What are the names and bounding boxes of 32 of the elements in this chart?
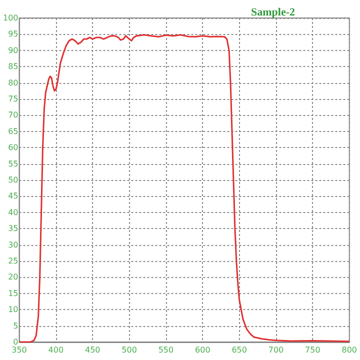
y-tick-label: 50 [8, 176, 18, 184]
x-tick-label: 600 [195, 346, 210, 354]
y-tick-label: 65 [8, 126, 18, 136]
y-tick-label: 30 [8, 240, 18, 250]
x-tick-label: 750 [305, 346, 320, 354]
chart-title: Sample-2 [251, 6, 296, 18]
x-tick-label: 350 [12, 346, 27, 354]
y-tick-label: 75 [8, 94, 18, 104]
x-tick-label: 650 [232, 346, 247, 354]
y-tick-label: 100 [2, 14, 18, 22]
y-tick-label: 80 [8, 78, 18, 88]
y-tick-label: 0 [13, 338, 18, 346]
x-tick-label: 400 [48, 346, 64, 354]
x-tick-label: 800 [342, 346, 358, 354]
x-tick-label: 500 [122, 346, 137, 354]
y-tick-label: 95 [8, 30, 18, 39]
y-tick-label: 10 [8, 305, 18, 314]
y-tick-label: 25 [8, 256, 18, 266]
x-tick-label: 550 [158, 346, 174, 354]
y-tick-label: 60 [8, 143, 18, 152]
y-tick-label: 90 [8, 46, 18, 55]
x-tick-label: 450 [84, 346, 100, 354]
y-tick-label: 45 [8, 192, 18, 201]
y-tick-label: 55 [8, 159, 18, 168]
y-tick-label: 35 [8, 224, 18, 234]
y-tick-label: 15 [8, 288, 18, 298]
y-tick-label: 5 [13, 321, 18, 330]
y-tick-label: 85 [8, 62, 18, 72]
y-tick-label: 70 [8, 110, 18, 120]
x-tick-label: 700 [268, 346, 284, 354]
y-tick-label: 40 [8, 208, 18, 217]
y-tick-label: 20 [8, 272, 18, 282]
